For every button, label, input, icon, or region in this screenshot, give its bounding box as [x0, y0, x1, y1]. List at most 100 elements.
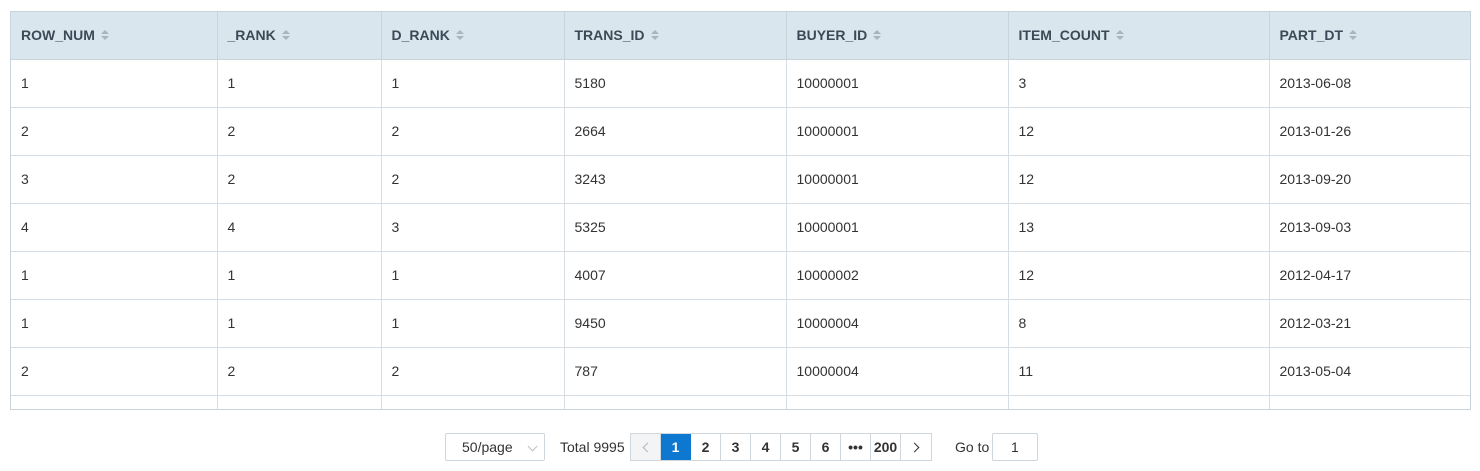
table-cell: 2013-09-03: [1269, 203, 1470, 252]
table-cell: 3: [11, 155, 218, 204]
table-row: [11, 395, 1470, 409]
page-button[interactable]: 5: [781, 434, 811, 460]
page-size-select[interactable]: 50/page: [445, 433, 545, 461]
sort-icon[interactable]: [100, 30, 109, 41]
table-cell: 4007: [564, 251, 787, 300]
table-row: 2 2 2 2664 10000001 12 2013-01-26: [11, 107, 1470, 156]
table-cell: 3: [381, 203, 565, 252]
table-cell: 2012-03-21: [1269, 299, 1470, 348]
table-body: 1 1 1 5180 10000001 3 2013-06-08 2 2 2 2664 1000000…: [11, 59, 1470, 409]
table-row: 1 1 1 5180 10000001 3 2013-06-08: [11, 59, 1470, 108]
column-header[interactable]: _RANK: [217, 12, 382, 60]
page-button[interactable]: 200: [871, 434, 901, 460]
table-cell: 2: [11, 107, 218, 156]
prev-page-button[interactable]: [631, 434, 661, 460]
table-cell: 2664: [564, 107, 787, 156]
table-cell: 12: [1008, 251, 1270, 300]
table-cell: [217, 395, 382, 409]
sort-icon[interactable]: [1115, 30, 1124, 41]
table-cell: 12: [1008, 155, 1270, 204]
goto-label: Go to: [955, 439, 990, 455]
table-row: 3 2 2 3243 10000001 12 2013-09-20: [11, 155, 1470, 204]
table-cell: 2013-01-26: [1269, 107, 1470, 156]
page-button[interactable]: 6: [811, 434, 841, 460]
table-cell: 2: [217, 155, 382, 204]
table-cell: [381, 395, 565, 409]
table-cell: 2: [381, 347, 565, 396]
table-row: 4 4 3 5325 10000001 13 2013-09-03: [11, 203, 1470, 252]
table-cell: [564, 395, 787, 409]
table-cell: 4: [217, 203, 382, 252]
page-button[interactable]: 1: [661, 434, 691, 460]
table-cell: 1: [381, 59, 565, 108]
table-cell: 8: [1008, 299, 1270, 348]
table-cell: 1: [381, 251, 565, 300]
page-list: 1 2 3 4 5 6 ••• 200: [630, 433, 932, 461]
table-cell: 2: [217, 107, 382, 156]
table-cell: 13: [1008, 203, 1270, 252]
table-row: 1 1 1 9450 10000004 8 2012-03-21: [11, 299, 1470, 348]
page-button[interactable]: 3: [721, 434, 751, 460]
table-cell: 5325: [564, 203, 787, 252]
table-cell: 9450: [564, 299, 787, 348]
sort-icon[interactable]: [455, 30, 464, 41]
page-button[interactable]: 4: [751, 434, 781, 460]
sort-icon[interactable]: [873, 30, 882, 41]
page-size-value: 50/page: [462, 439, 513, 455]
table-cell: [11, 395, 218, 409]
table-cell: [1008, 395, 1270, 409]
table-cell: 1: [217, 251, 382, 300]
table-cell: 10000001: [786, 155, 1009, 204]
data-table: ROW_NUM _RANK D_RANK TRANS_ID BUYER_ID I…: [10, 11, 1471, 410]
table-cell: 1: [11, 59, 218, 108]
column-header[interactable]: D_RANK: [381, 12, 565, 60]
column-header[interactable]: ITEM_COUNT: [1008, 12, 1270, 60]
table-cell: 1: [381, 299, 565, 348]
table-cell: 12: [1008, 107, 1270, 156]
table-cell: 5180: [564, 59, 787, 108]
sort-icon[interactable]: [281, 30, 290, 41]
sort-icon[interactable]: [1349, 30, 1358, 41]
table-cell: 10000004: [786, 299, 1009, 348]
table-cell: 4: [11, 203, 218, 252]
column-header[interactable]: TRANS_ID: [564, 12, 787, 60]
table-cell: 2: [11, 347, 218, 396]
table-cell: 2: [217, 347, 382, 396]
table-cell: 2013-05-04: [1269, 347, 1470, 396]
pagination: 50/page Total 9995 1 2 3 4 5 6 ••• 200 G…: [0, 433, 1480, 461]
table-cell: 10000001: [786, 203, 1009, 252]
table-cell: 2013-09-20: [1269, 155, 1470, 204]
table-cell: [786, 395, 1009, 409]
table-cell: 2012-04-17: [1269, 251, 1470, 300]
total-count: Total 9995: [560, 439, 625, 455]
table-cell: 1: [11, 299, 218, 348]
table-row: 1 1 1 4007 10000002 12 2012-04-17: [11, 251, 1470, 300]
table-cell: 1: [217, 59, 382, 108]
table-cell: 3243: [564, 155, 787, 204]
table-cell: 1: [217, 299, 382, 348]
table-cell: 10000001: [786, 107, 1009, 156]
table-cell: 2: [381, 155, 565, 204]
table-cell: [1269, 395, 1470, 409]
table-row: 2 2 2 787 10000004 11 2013-05-04: [11, 347, 1470, 396]
goto-page-input[interactable]: [992, 433, 1038, 461]
column-header[interactable]: PART_DT: [1269, 12, 1470, 60]
table-cell: 10000002: [786, 251, 1009, 300]
sort-icon[interactable]: [650, 30, 659, 41]
table-cell: 2013-06-08: [1269, 59, 1470, 108]
table-cell: 787: [564, 347, 787, 396]
column-header[interactable]: ROW_NUM: [11, 12, 218, 60]
table-cell: 3: [1008, 59, 1270, 108]
table-cell: 2: [381, 107, 565, 156]
page-button[interactable]: 2: [691, 434, 721, 460]
table-cell: 10000001: [786, 59, 1009, 108]
table-header-row: ROW_NUM _RANK D_RANK TRANS_ID BUYER_ID I…: [11, 12, 1470, 60]
more-pages-button[interactable]: •••: [841, 434, 871, 460]
column-header[interactable]: BUYER_ID: [786, 12, 1009, 60]
chevron-down-icon: [527, 441, 538, 452]
table-cell: 1: [11, 251, 218, 300]
table-cell: 11: [1008, 347, 1270, 396]
chevron-right-icon: [909, 442, 920, 452]
table-cell: 10000004: [786, 347, 1009, 396]
next-page-button[interactable]: [901, 434, 931, 460]
